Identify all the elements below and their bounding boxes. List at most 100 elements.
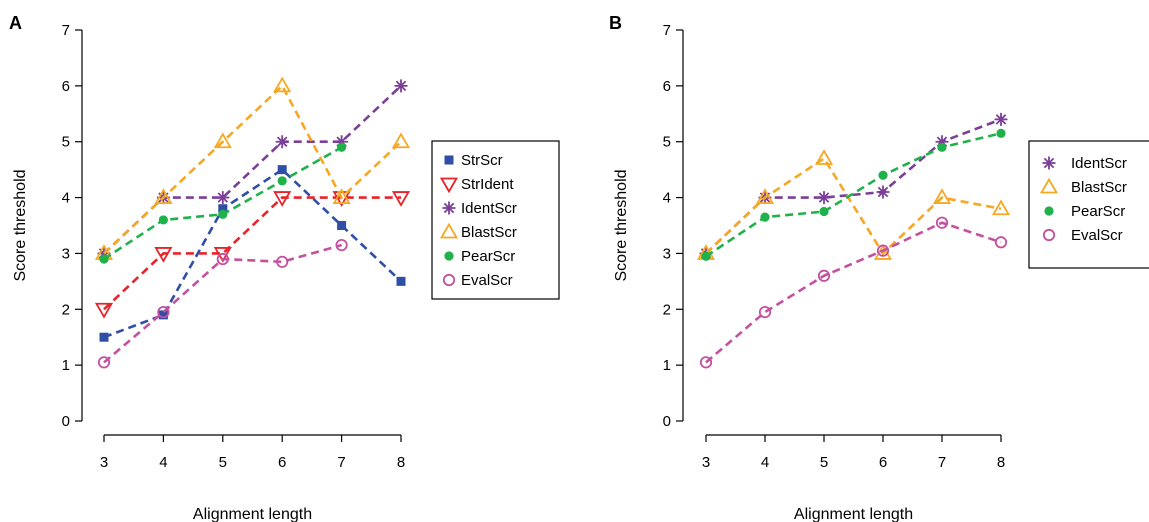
data-point-identscr [394,79,408,93]
legend-label: IdentScr [461,200,517,217]
legend-label: EvalScr [461,272,513,289]
x-axis-title: Alignment length [193,506,312,522]
legend-item-strscr: StrScr [444,152,503,169]
data-point-strscr [99,332,109,342]
data-point-identscr [817,191,831,205]
data-point-identscr [97,246,111,260]
series-identscr [699,112,1008,260]
legend-item-evalscr: EvalScr [442,272,513,289]
data-point-blastscr [932,188,952,204]
legend-box [431,140,560,300]
series-pearscr [701,128,1006,261]
data-point-blastscr [154,188,173,204]
series-evalscr [97,238,348,369]
legend-marker-pearscr [1044,206,1054,216]
legend-item-identscr: IdentScr [442,200,517,217]
data-point-evalscr [994,236,1008,249]
data-point-strscr [218,204,228,214]
legend-marker-identscr [1042,156,1056,170]
data-point-identscr [275,135,289,149]
data-point-evalscr [216,252,229,266]
data-point-evalscr [817,269,831,282]
data-point-identscr [876,185,890,199]
y-tick-label: 6 [663,78,671,95]
x-tick-label: 8 [997,454,1005,471]
data-point-blastscr [391,132,411,149]
y-axis-title: Score threshold [613,169,630,281]
legend-item-pearscr: PearScr [444,248,515,265]
data-point-identscr [935,135,949,149]
series-line-identscr [705,118,1002,255]
data-point-evalscr [699,356,713,369]
x-tick-label: 5 [219,454,227,471]
data-point-strident [273,191,292,207]
data-point-strident [391,191,411,207]
legend-marker-evalscr [442,273,456,287]
y-tick-label: 1 [663,357,671,374]
legend-item-strident: StrIdent [439,176,514,194]
legend-marker-identscr [442,201,456,215]
data-point-strident [154,247,173,263]
series-line-evalscr [705,221,1002,364]
legend-label: PearScr [461,248,515,265]
data-point-pearscr [277,176,287,186]
data-point-pearscr [760,212,770,222]
legend-marker-strscr [444,155,454,165]
y-tick-label: 4 [663,190,671,207]
data-point-blastscr [873,244,893,260]
series-blastscr [696,149,1011,260]
y-tick-label: 2 [663,301,671,318]
data-point-evalscr [758,305,772,319]
data-point-evalscr [157,305,170,319]
data-point-evalscr [935,216,949,229]
y-tick-label: 5 [62,134,70,151]
data-point-strscr [158,310,168,320]
x-tick-label: 6 [879,454,887,471]
data-point-pearscr [218,209,228,219]
series-line-strscr [103,167,402,339]
data-point-pearscr [937,142,947,152]
data-point-identscr [994,112,1008,126]
x-tick-label: 3 [702,454,710,471]
data-point-strident [94,302,114,319]
data-point-pearscr [878,170,888,180]
data-point-strscr [396,276,406,286]
data-point-pearscr [819,206,829,217]
legend-marker-pearscr [444,251,454,261]
y-tick-label: 7 [663,22,671,39]
y-tick-label: 1 [62,357,70,374]
x-tick-label: 4 [761,454,769,471]
y-tick-label: 0 [62,413,70,430]
panel-label: A [9,13,22,33]
data-point-strscr [337,221,347,230]
data-point-pearscr [701,251,711,261]
x-axis-title: Alignment length [794,506,913,522]
y-tick-label: 7 [62,22,70,39]
legend-item-identscr: IdentScr [1042,155,1127,172]
x-tick-label: 7 [938,454,946,471]
data-point-blastscr [814,149,834,165]
data-point-blastscr [755,188,775,204]
y-tick-label: 0 [663,413,671,430]
panel-label: B [609,13,622,33]
data-point-identscr [216,191,230,205]
legend-label: BlastScr [461,224,517,241]
series-pearscr [99,142,347,264]
legend-marker-strident [439,177,459,194]
legend-item-blastscr: BlastScr [1039,177,1127,196]
series-line-blastscr [103,83,402,255]
chart-panel-b: B 0 1 2 3 4 5 6 7 3 4 5 6 7 8 Alignment length Score thr… [609,13,1149,522]
legend-marker-blastscr [1039,177,1059,194]
legend-label: BlastScr [1071,179,1127,196]
data-point-blastscr [991,199,1011,216]
legend-marker-blastscr [439,222,459,239]
legend-label: PearScr [1071,203,1125,220]
series-blastscr [94,76,411,260]
chart-panel-a: A 0 1 2 3 4 5 6 7 3 4 5 6 7 8 Alignment length Score thr… [9,13,560,522]
x-tick-label: 5 [820,454,828,471]
data-point-evalscr [876,244,890,257]
x-tick-label: 3 [100,454,108,471]
y-tick-label: 6 [62,78,70,95]
legend-label: StrIdent [461,176,514,193]
